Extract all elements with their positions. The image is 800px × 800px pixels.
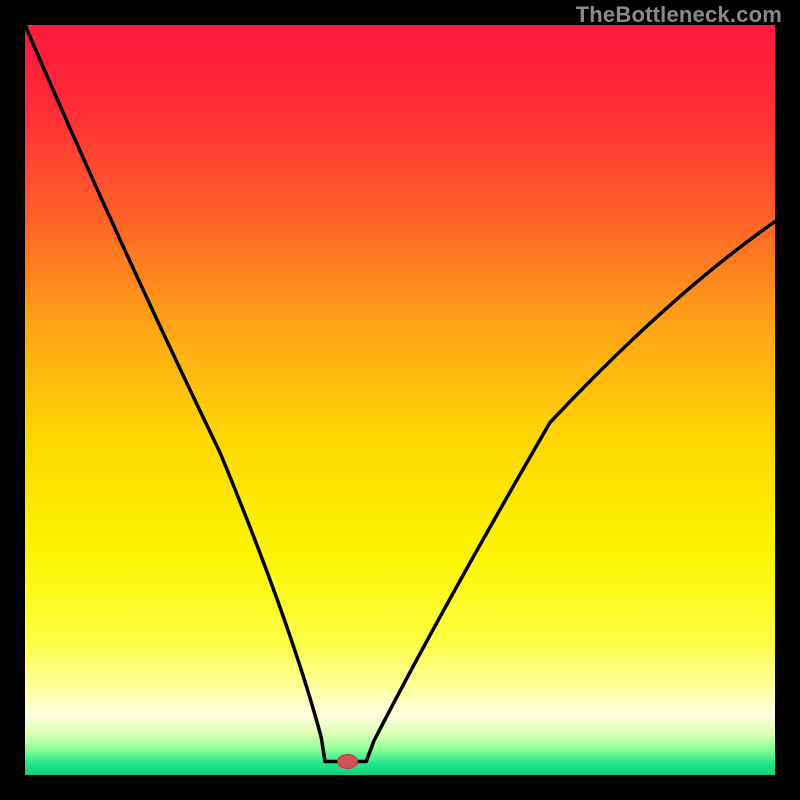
watermark-text: TheBottleneck.com <box>576 2 782 28</box>
chart-frame <box>0 0 800 800</box>
bottleneck-chart <box>0 0 800 800</box>
optimal-point-marker <box>338 755 358 769</box>
gradient-background <box>25 25 775 775</box>
